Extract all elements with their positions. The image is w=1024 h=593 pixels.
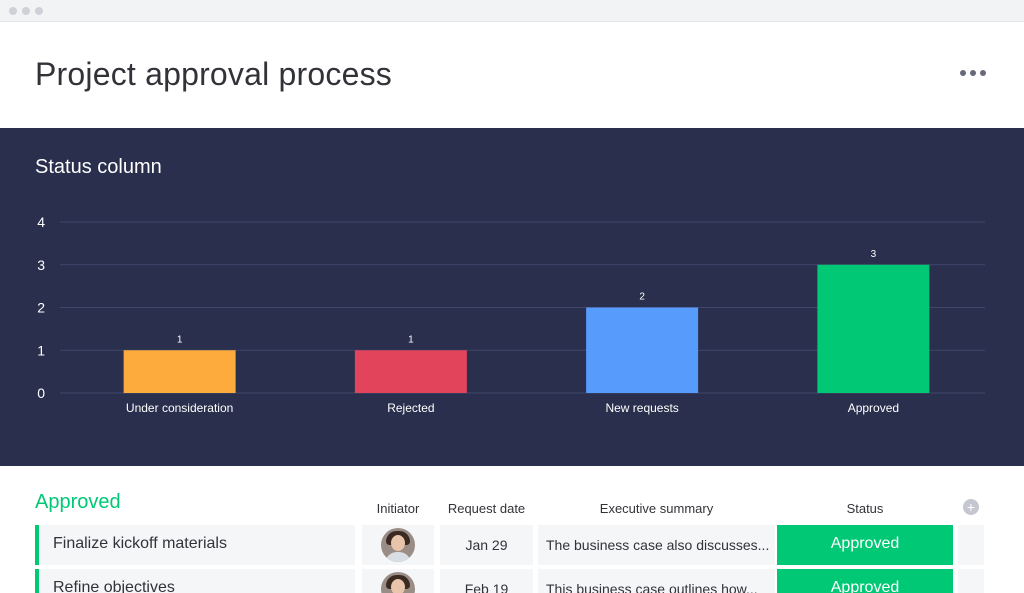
status-label[interactable]: Approved [777, 525, 953, 565]
data-label: 1 [177, 334, 183, 345]
x-tick-label: Approved [848, 401, 899, 415]
executive-summary: This business case outlines how... [546, 581, 758, 593]
window-controls [9, 7, 43, 15]
avatar[interactable] [381, 572, 415, 593]
more-horizontal-icon[interactable] [960, 70, 986, 76]
chart-title: Status column [35, 156, 162, 178]
bar[interactable] [817, 264, 930, 393]
bar[interactable] [354, 350, 467, 393]
x-tick-label: Rejected [387, 401, 434, 415]
column-header-executive-summary[interactable]: Executive summary [599, 501, 714, 516]
avatar[interactable] [381, 528, 415, 562]
x-tick-label: New requests [605, 401, 678, 415]
request-date-cell[interactable]: Feb 19 [440, 569, 533, 593]
page-title: Project approval process [35, 56, 392, 92]
request-date-cell[interactable]: Jan 29 [440, 525, 533, 565]
board-header: Project approval process [0, 22, 1024, 128]
executive-summary-cell[interactable]: The business case also discusses... [538, 525, 775, 565]
item-name-cell[interactable]: Refine objectives [35, 569, 355, 593]
y-tick-label: 3 [37, 257, 45, 273]
row-end-cell [958, 569, 984, 593]
column-header-initiator[interactable]: Initiator [376, 501, 420, 516]
window-dot-close[interactable] [9, 7, 17, 15]
status-text: Approved [830, 535, 900, 552]
y-tick-label: 0 [37, 385, 45, 401]
status-label[interactable]: Approved [777, 569, 953, 593]
executive-summary: The business case also discusses... [546, 537, 770, 553]
y-tick-label: 4 [37, 214, 45, 230]
x-tick-label: Under consideration [126, 401, 233, 415]
group-title[interactable]: Approved [35, 491, 121, 513]
window-dot-maximize[interactable] [35, 7, 43, 15]
bar[interactable] [586, 307, 699, 394]
initiator-cell[interactable] [362, 525, 434, 565]
initiator-cell[interactable] [362, 569, 434, 593]
executive-summary-cell[interactable]: This business case outlines how... [538, 569, 775, 593]
plus-circle-icon[interactable]: + [963, 499, 979, 515]
bar[interactable] [123, 350, 236, 393]
data-label: 2 [639, 292, 645, 303]
request-date: Jan 29 [465, 537, 508, 553]
request-date: Feb 19 [464, 581, 509, 593]
y-tick-label: 2 [37, 300, 45, 316]
item-name: Refine objectives [53, 579, 175, 593]
column-header-status[interactable]: Status [846, 501, 884, 516]
status-text: Approved [830, 579, 900, 593]
window-titlebar [0, 0, 1024, 22]
column-header-request-date[interactable]: Request date [447, 501, 526, 516]
board-group: Approved Initiator Request date Executiv… [0, 466, 1024, 593]
data-label: 3 [871, 249, 877, 260]
row-end-cell [958, 525, 984, 565]
window-dot-minimize[interactable] [22, 7, 30, 15]
y-tick-label: 1 [37, 342, 45, 358]
data-label: 1 [408, 334, 414, 345]
item-name: Finalize kickoff materials [53, 535, 227, 552]
chart-panel: Status column 0 1 2 3 4 1 Under consideration 1… [0, 128, 1024, 466]
item-name-cell[interactable]: Finalize kickoff materials [35, 525, 355, 565]
bar-chart: 0 1 2 3 4 1 Under consideration 1 Rejected 2 New r… [37, 214, 985, 415]
